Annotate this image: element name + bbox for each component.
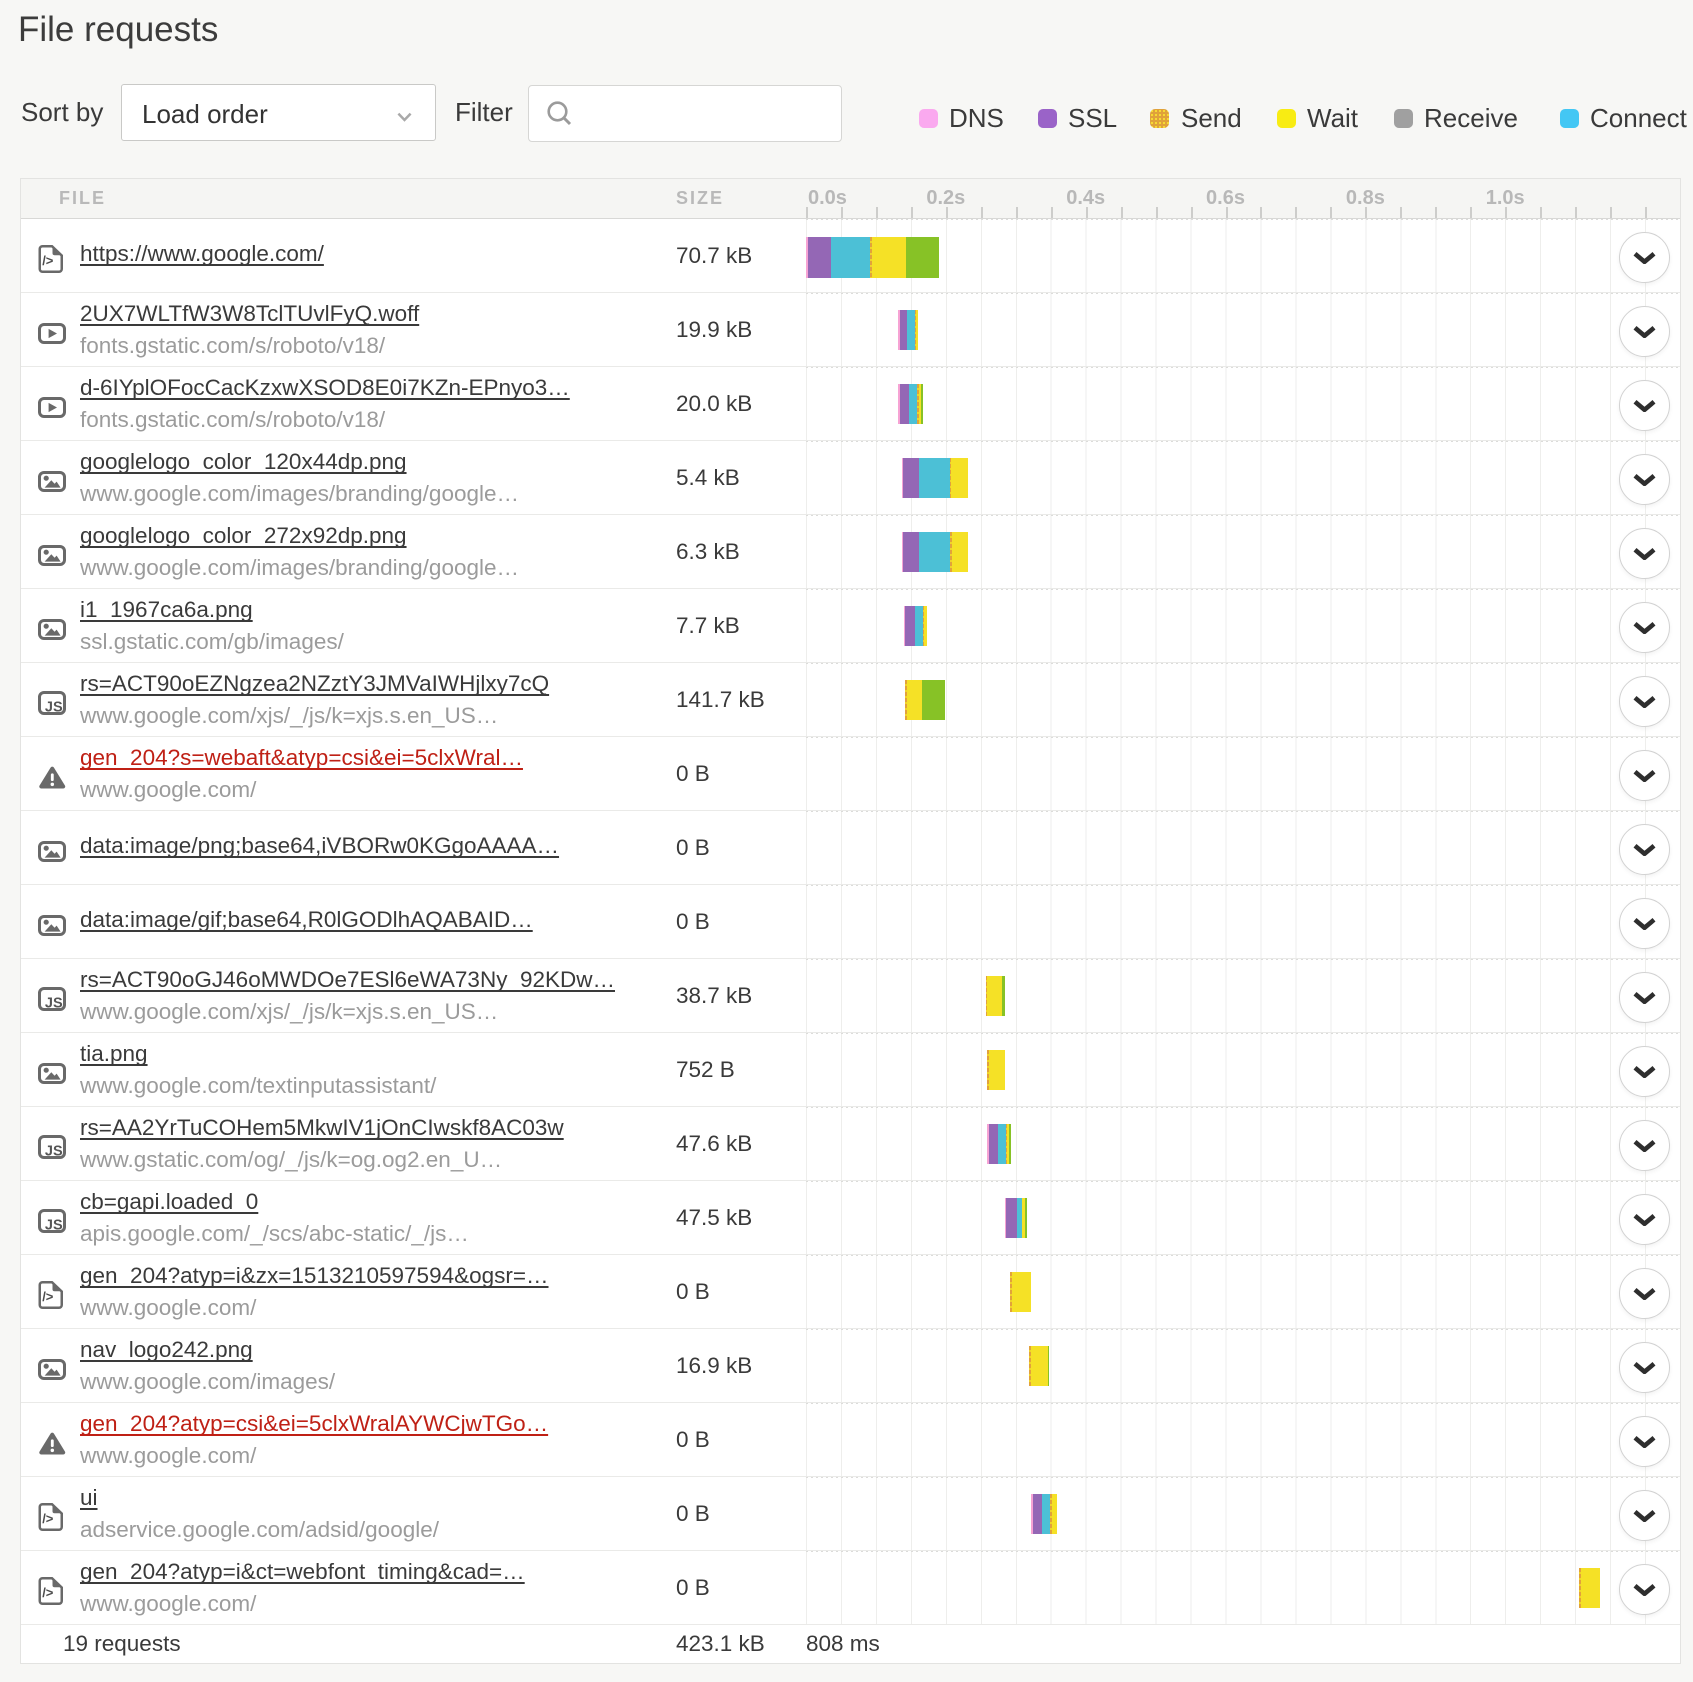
svg-text:/>: />	[42, 1289, 54, 1304]
svg-text:JS: JS	[45, 995, 63, 1011]
svg-text:/>: />	[42, 253, 54, 268]
svg-text:/>: />	[42, 1511, 54, 1526]
svg-text:JS: JS	[45, 1217, 63, 1233]
svg-text:/>: />	[42, 1585, 54, 1600]
svg-text:JS: JS	[45, 699, 63, 715]
svg-text:JS: JS	[45, 1143, 63, 1159]
